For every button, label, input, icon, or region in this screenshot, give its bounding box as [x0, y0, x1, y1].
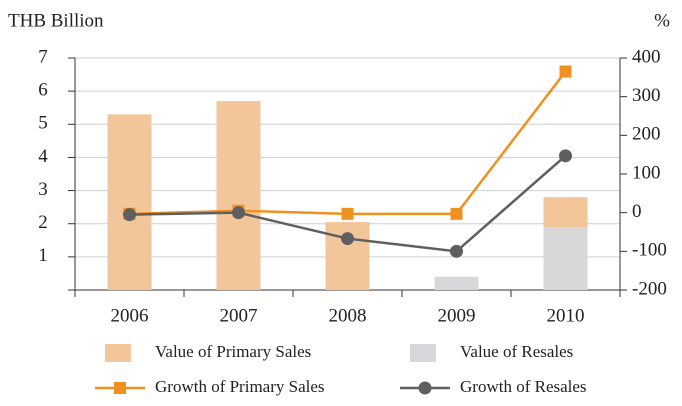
legend-label: Growth of Primary Sales: [155, 377, 325, 396]
y2-tick-label: 200: [632, 124, 661, 145]
marker: [559, 149, 572, 163]
y-tick-label: 3: [38, 179, 48, 200]
y2-tick-label: -200: [632, 278, 667, 299]
y-tick-label: 4: [38, 146, 48, 167]
marker: [232, 206, 245, 220]
y2-tick-label: 400: [632, 46, 661, 67]
marker: [450, 244, 463, 258]
legend-swatch: [410, 344, 436, 362]
y-tick-label: 6: [38, 80, 48, 101]
x-tick-label: 2008: [329, 305, 367, 326]
y2-axis-label: %: [654, 10, 670, 31]
x-tick-label: 2006: [111, 305, 149, 326]
y-tick-label: 7: [38, 46, 48, 67]
marker: [341, 232, 354, 246]
y-axis-label: THB Billion: [8, 10, 104, 31]
y2-tick-label: 100: [632, 162, 661, 183]
marker: [559, 65, 572, 78]
marker: [123, 208, 136, 222]
y-tick-label: 1: [38, 245, 48, 266]
y-tick-label: 5: [38, 113, 48, 134]
x-tick-label: 2007: [220, 305, 258, 326]
y2-tick-label: 0: [632, 201, 642, 222]
legend-swatch: [105, 344, 131, 362]
bar: [107, 114, 152, 290]
x-tick-label: 2010: [547, 305, 585, 326]
legend-label: Growth of Resales: [460, 377, 587, 396]
legend-marker: [418, 381, 432, 395]
legend-label: Value of Resales: [460, 342, 573, 361]
legend-label: Value of Primary Sales: [155, 342, 311, 361]
x-tick-label: 2009: [438, 305, 476, 326]
bar: [216, 101, 261, 290]
marker: [450, 207, 463, 220]
marker: [341, 207, 354, 220]
bar: [543, 227, 588, 290]
y-tick-label: 2: [38, 212, 48, 233]
y2-tick-label: 300: [632, 85, 661, 106]
bar: [434, 276, 479, 290]
y2-tick-label: -100: [632, 240, 667, 261]
line: [129, 70, 567, 216]
legend-marker: [114, 382, 126, 394]
